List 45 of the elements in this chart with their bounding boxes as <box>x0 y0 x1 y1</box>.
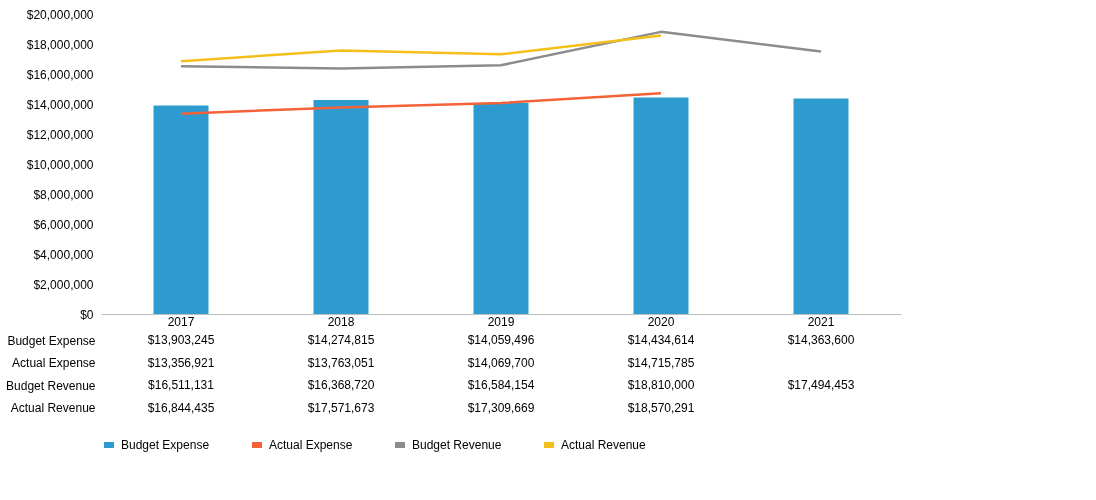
y-tick-label: $10,000,000 <box>26 157 94 172</box>
x-tick-label: 2019 <box>487 314 515 329</box>
data-label: $17,571,673 <box>307 400 375 415</box>
y-tick-label: $20,000,000 <box>26 7 94 22</box>
line-series <box>179 30 823 70</box>
y-tick-label: $4,000,000 <box>33 247 94 262</box>
data-label: $13,903,245 <box>147 333 215 348</box>
data-label: $13,763,051 <box>307 355 375 370</box>
line-series <box>179 92 663 115</box>
text: Budget Expense <box>7 333 96 348</box>
data-label: $16,511,131 <box>148 378 215 393</box>
x-tick-label: 2018 <box>327 314 355 329</box>
data-label: $14,715,785 <box>627 355 695 370</box>
line-series <box>179 34 663 63</box>
data-label: $16,844,435 <box>147 400 215 415</box>
x-tick-label: 2017 <box>167 314 195 329</box>
data-label: $14,274,815 <box>307 333 375 348</box>
data-label: $18,810,000 <box>627 378 695 393</box>
y-tick-label: $0 <box>80 307 94 322</box>
y-tick-label: $12,000,000 <box>26 127 94 142</box>
data-label: $16,584,154 <box>467 378 535 393</box>
x-tick-label: 2021 <box>807 314 835 329</box>
legend-label: Actual Expense <box>269 438 353 452</box>
data-label: $14,434,614 <box>627 333 695 348</box>
legend-label: Budget Expense <box>121 438 210 452</box>
y-tick-label: $2,000,000 <box>33 277 94 292</box>
text: Budget Revenue <box>6 378 96 393</box>
text: Actual Expense <box>12 356 96 371</box>
x-tick-label: 2020 <box>647 314 675 329</box>
data-label: $17,309,669 <box>467 400 535 415</box>
data-label: $13,356,921 <box>147 355 215 370</box>
y-tick-label: $8,000,000 <box>33 187 94 202</box>
data-label: $17,494,453 <box>787 378 855 393</box>
y-tick-label: $16,000,000 <box>26 67 94 82</box>
data-label: $14,363,600 <box>787 333 855 348</box>
text: Actual Revenue <box>10 401 96 416</box>
data-label: $18,570,291 <box>627 400 695 415</box>
data-label: $14,069,700 <box>467 355 535 370</box>
y-tick-label: $18,000,000 <box>26 37 94 52</box>
data-label: $14,059,496 <box>467 333 535 348</box>
legend-label: Budget Revenue <box>412 438 502 452</box>
y-tick-label: $6,000,000 <box>33 217 94 232</box>
legend-label: Actual Revenue <box>561 438 647 452</box>
data-label: $16,368,720 <box>307 378 375 393</box>
y-tick-label: $14,000,000 <box>26 97 94 112</box>
